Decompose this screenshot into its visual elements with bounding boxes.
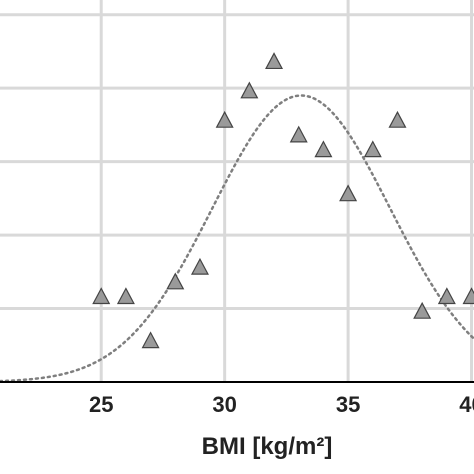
data-point [413, 301, 432, 319]
x-tick-label: 40 [459, 392, 474, 417]
data-point [92, 287, 111, 305]
x-tick-label: 30 [212, 392, 236, 417]
x-tick-label: 35 [336, 392, 360, 417]
data-point [215, 110, 234, 128]
x-axis-title: BMI [kg/m²] [202, 433, 333, 460]
data-point [265, 52, 284, 70]
data-point [166, 272, 185, 290]
grid-lines [0, 0, 474, 382]
data-point [240, 81, 259, 99]
data-point [388, 110, 407, 128]
data-point [141, 331, 160, 349]
data-point [314, 140, 333, 158]
data-points [92, 52, 474, 349]
fitted-curve [0, 94, 474, 383]
x-tick-labels: 25 30 35 40 [89, 392, 474, 417]
data-point [437, 287, 456, 305]
data-point [190, 257, 209, 275]
data-point [289, 125, 308, 143]
data-point [462, 287, 474, 305]
data-point [363, 140, 382, 158]
data-point [116, 287, 135, 305]
data-point [339, 184, 358, 202]
x-tick-label: 25 [89, 392, 113, 417]
